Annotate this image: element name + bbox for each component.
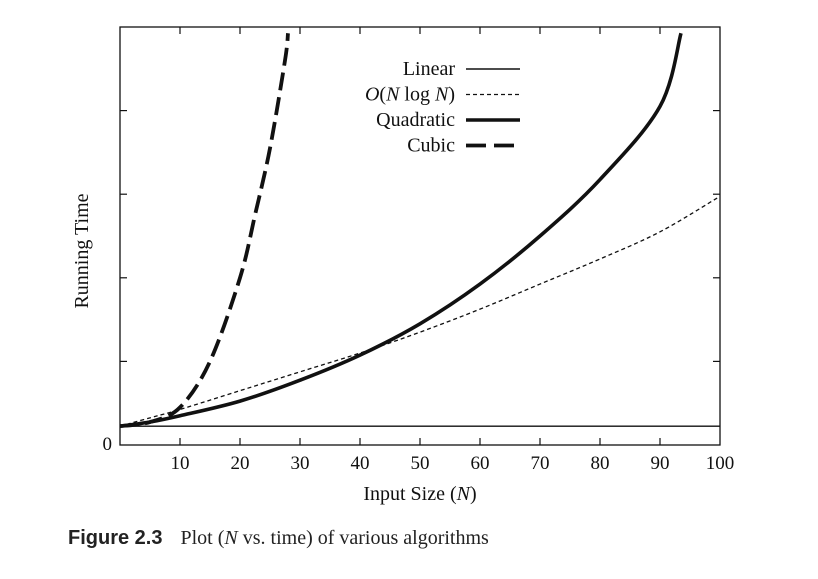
x-tick-label: 60 (471, 453, 490, 474)
x-tick-label: 30 (291, 453, 310, 474)
x-tick-label: 80 (591, 453, 610, 474)
legend-label: Linear (403, 58, 456, 80)
x-axis-title: Input Size (N) (363, 483, 476, 505)
legend-label: Cubic (407, 135, 455, 157)
figure-caption: Figure 2.3 Plot (N vs. time) of various a… (68, 527, 489, 550)
x-tick-labels: 10 20 30 40 50 60 70 80 90 100 (171, 453, 735, 474)
x-tick-label: 10 (171, 453, 190, 474)
figure-label: Figure 2.3 (68, 527, 163, 549)
y-tick-labels: 0 (103, 434, 113, 455)
axis-ticks (120, 27, 720, 445)
series-line-cubic (120, 33, 290, 429)
x-tick-label: 50 (411, 453, 430, 474)
y-tick-label: 0 (103, 434, 113, 455)
y-axis-title: Running Time (71, 193, 93, 308)
figure-caption-text: Plot (N vs. time) of various algorithms (180, 527, 489, 549)
running-time-chart: 10 20 30 40 50 60 70 80 90 100 0 Linear O(N log N)… (71, 26, 735, 505)
series-line-quadratic (120, 32, 683, 428)
legend: Linear O(N log N) Quadratic Cubic (365, 58, 520, 157)
legend-label: Quadratic (376, 109, 455, 131)
x-tick-label: 100 (706, 453, 735, 474)
x-tick-label: 70 (531, 453, 550, 474)
x-tick-label: 20 (231, 453, 250, 474)
series-layer (120, 32, 720, 429)
x-tick-label: 90 (651, 453, 670, 474)
series-line-o-n-log-n (120, 195, 720, 427)
legend-label: O(N log N) (365, 84, 455, 106)
x-tick-label: 40 (351, 453, 370, 474)
